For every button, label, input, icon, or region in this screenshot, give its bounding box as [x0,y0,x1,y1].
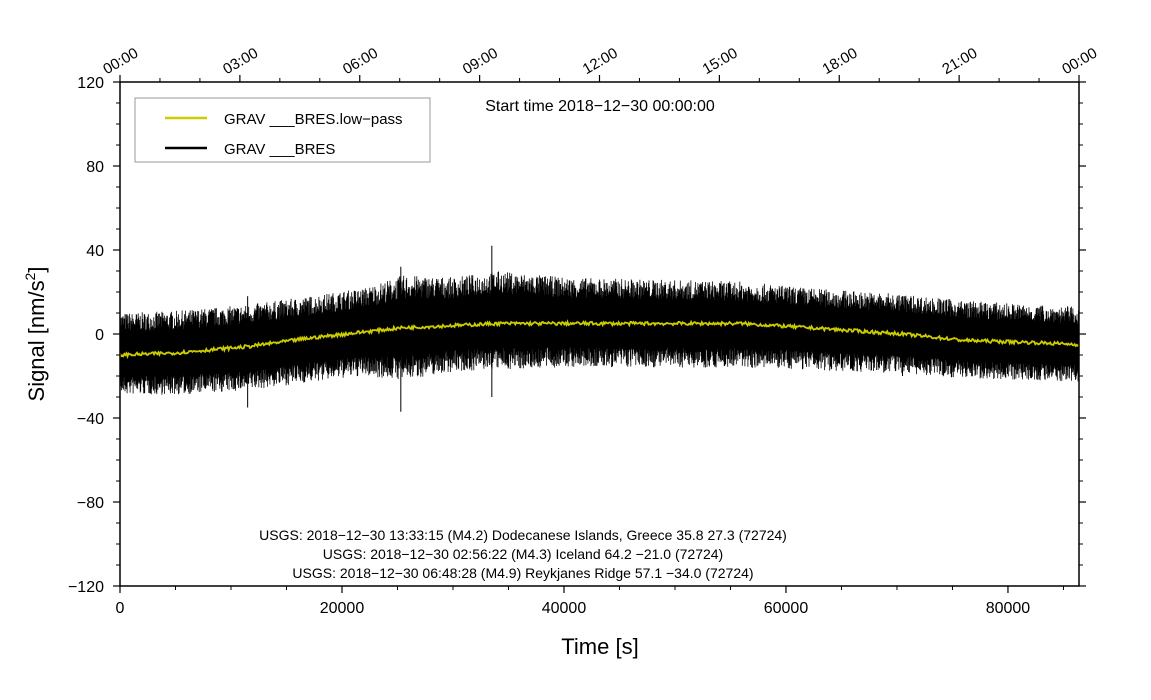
series-raw-signal [119,271,1080,395]
y-tick-label: 80 [86,159,104,176]
series-lowpass-signal [119,319,1080,360]
annotation-line: USGS: 2018−12−30 06:48:28 (M4.9) Reykjan… [292,565,753,581]
x-tick-label: 40000 [542,600,587,617]
x-tick-label: 0 [116,600,125,617]
y-tick-label: 40 [86,243,104,260]
legend-label-lowpass: GRAV ___BRES.low−pass [224,111,403,128]
legend-box [134,97,431,163]
x-tick-label: 60000 [764,600,809,617]
top-tick-label: 09:00 [460,45,501,78]
annotation-line: USGS: 2018−12−30 13:33:15 (M4.2) Dodecan… [259,527,787,543]
y-axis-label: Signal [nm/s2] [22,267,49,402]
chart-title: Start time 2018−12−30 00:00:00 [485,98,715,115]
annotation-line: USGS: 2018−12−30 02:56:22 (M4.3) Iceland… [323,546,723,562]
y-tick-label: 0 [95,327,104,344]
top-tick-label: 03:00 [220,45,261,78]
y-tick-label: −40 [77,411,104,428]
legend-label-raw: GRAV ___BRES [224,141,335,158]
top-tick-label: 15:00 [700,45,741,78]
y-tick-label: −80 [77,495,104,512]
y-tick-label: −120 [68,579,104,596]
top-tick-label: 00:00 [1059,45,1100,78]
top-tick-label: 18:00 [819,45,860,78]
x-axis-label: Time [s] [561,634,638,659]
top-tick-label: 06:00 [340,45,381,78]
top-tick-label: 12:00 [580,45,621,78]
x-tick-label: 80000 [986,600,1031,617]
plot-data-layer [119,245,1080,412]
legend: GRAV ___BRES.low−pass GRAV ___BRES [134,97,431,163]
top-tick-label: 21:00 [939,45,980,78]
x-tick-label: 20000 [320,600,365,617]
y-tick-label: 120 [77,75,104,92]
top-tick-label: 00:00 [100,45,141,78]
